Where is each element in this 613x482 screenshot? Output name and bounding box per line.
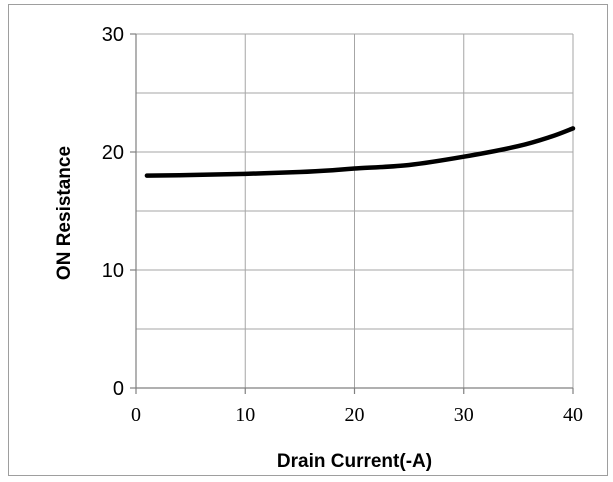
y-tick-labels: 0 10 20 30 xyxy=(102,24,124,400)
x-tick-labels: 0 10 20 30 40 xyxy=(131,404,583,426)
chart-frame xyxy=(8,4,608,476)
series-line xyxy=(144,126,576,178)
x-tick-label: 0 xyxy=(131,404,141,426)
gridlines xyxy=(135,33,574,389)
y-tick-label: 0 xyxy=(113,378,124,400)
y-tick-label: 10 xyxy=(102,260,124,282)
x-tick-label: 30 xyxy=(454,404,474,426)
y-axis-title: ON Resistance xyxy=(54,146,75,280)
x-tick-label: 10 xyxy=(235,404,255,426)
x-tick-label: 40 xyxy=(563,404,583,426)
x-tick-label: 20 xyxy=(345,404,365,426)
axes xyxy=(130,33,574,394)
series-layer xyxy=(144,126,576,178)
x-axis-title: Drain Current(-A) xyxy=(277,451,432,472)
y-tick-label: 30 xyxy=(102,24,124,46)
y-tick-label: 20 xyxy=(102,142,124,164)
